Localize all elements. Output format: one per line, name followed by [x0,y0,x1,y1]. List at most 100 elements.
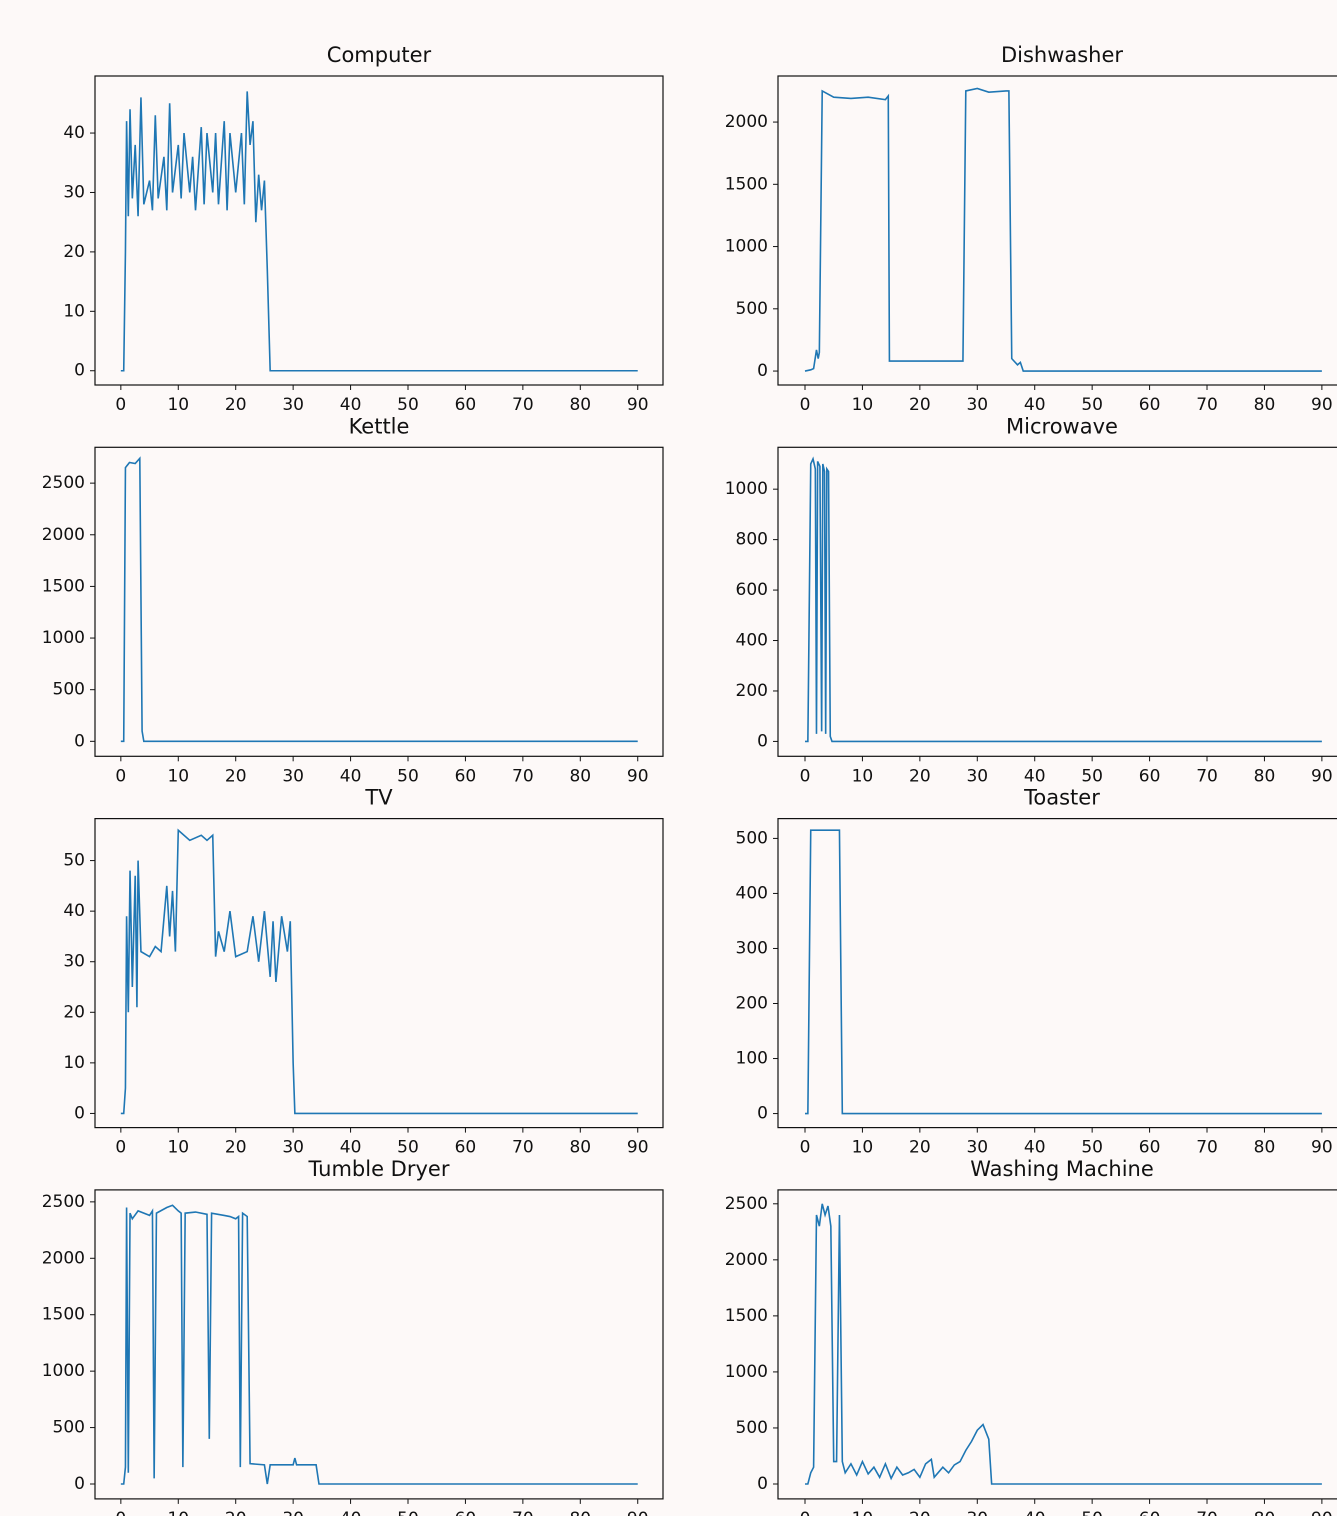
data-line [804,456,1322,743]
data-line [120,91,638,372]
x-tick-label: 80 [569,1509,591,1516]
x-tick-label: 20 [225,1138,247,1158]
x-tick-label: 0 [800,1138,811,1158]
x-tick-label: 60 [455,395,477,415]
y-tick-label: 2000 [725,112,768,132]
axes-frame [94,75,664,386]
plot-area [778,1189,1337,1499]
axes-frame [94,446,664,757]
x-tick-label: 80 [569,766,591,786]
y-tick-label: 0 [757,1104,768,1124]
plot-area [95,818,663,1128]
plot-area [95,1189,663,1499]
x-tick-label: 10 [852,1138,874,1158]
subplot: Microwave 0 200 400 600 800 1000 0 10 20 30 40 50 60 7… [725,414,1337,786]
x-tick-label: 60 [1139,1138,1161,1158]
y-tick-label: 2000 [42,1248,85,1268]
y-tick-label: 30 [63,952,85,972]
x-tick-label: 40 [1024,1138,1046,1158]
y-tick-label: 0 [74,361,85,381]
x-tick-label: 90 [627,766,649,786]
y-tick-label: 200 [736,994,768,1014]
x-tick-label: 60 [455,1509,477,1516]
x-tick-label: 20 [909,766,931,786]
x-tick-label: 20 [225,1509,247,1516]
y-tick-label: 200 [736,681,768,701]
x-tick-label: 30 [966,766,988,786]
y-tick-label: 1000 [725,1362,768,1382]
x-tick-label: 10 [852,1509,874,1516]
x-tick-label: 70 [1196,1509,1218,1516]
axes-frame [777,75,1337,386]
x-tick-label: 90 [1311,766,1333,786]
x-tick-label: 20 [225,766,247,786]
plot-area [778,447,1337,757]
x-tick-label: 70 [512,1509,534,1516]
y-tick-label: 0 [757,361,768,381]
x-tick-label: 40 [1024,1509,1046,1516]
x-tick-label: 90 [627,1509,649,1516]
y-tick-label: 50 [63,851,85,871]
x-tick-label: 30 [282,1509,304,1516]
y-tick-label: 1500 [725,174,768,194]
x-tick-label: 60 [1139,395,1161,415]
y-tick-label: 500 [53,1418,85,1438]
y-tick-label: 500 [736,299,768,319]
x-tick-label: 50 [1081,1509,1103,1516]
y-tick-label: 0 [74,1474,85,1494]
x-tick-label: 10 [852,395,874,415]
subplot-title: Dishwasher [1001,43,1123,67]
data-line [804,87,1322,372]
x-tick-label: 10 [167,395,189,415]
plot-area [778,818,1337,1128]
x-tick-label: 50 [397,1138,419,1158]
y-tick-label: 20 [63,242,85,262]
y-tick-label: 1000 [42,1361,85,1381]
x-tick-label: 10 [852,766,874,786]
x-tick-label: 30 [282,1138,304,1158]
x-tick-label: 70 [512,395,534,415]
y-tick-label: 500 [53,680,85,700]
subplot: Tumble Dryer 0 500 1000 1500 2000 2500 0 10 20 30 4… [42,1157,664,1516]
subplot: TV 0 10 20 30 40 50 0 10 20 30 40 50 60 70 80 90 [63,786,664,1158]
y-tick-label: 300 [736,938,768,958]
x-tick-label: 0 [115,1138,126,1158]
x-tick-label: 40 [340,395,362,415]
x-tick-label: 30 [282,395,304,415]
y-tick-label: 400 [736,631,768,651]
x-tick-label: 50 [397,1509,419,1516]
y-tick-label: 2500 [42,1192,85,1212]
subplot-title: TV [364,786,393,810]
y-tick-label: 1500 [42,576,85,596]
y-tick-label: 2500 [42,473,85,493]
y-tick-label: 0 [757,731,768,751]
y-tick-label: 0 [74,1103,85,1123]
x-tick-label: 40 [1024,766,1046,786]
axes-frame [777,817,1337,1129]
x-tick-label: 70 [512,766,534,786]
x-tick-label: 10 [167,766,189,786]
x-tick-label: 50 [1081,395,1103,415]
x-tick-label: 80 [1254,1138,1276,1158]
y-tick-label: 1000 [725,479,768,499]
x-tick-label: 90 [1311,395,1333,415]
plot-area [95,447,663,757]
y-tick-label: 400 [736,883,768,903]
y-tick-label: 20 [63,1002,85,1022]
x-tick-label: 50 [1081,766,1103,786]
x-tick-label: 90 [627,1138,649,1158]
x-tick-label: 0 [115,1509,126,1516]
y-tick-label: 10 [63,1053,85,1073]
data-line [804,829,1322,1115]
y-tick-label: 2000 [42,525,85,545]
x-tick-label: 80 [1254,766,1276,786]
y-tick-label: 40 [63,123,85,143]
axes-frame [94,1189,664,1500]
subplot: Computer 0 10 20 30 40 0 10 20 30 40 50 60 70 80 90 [63,43,664,415]
x-tick-label: 40 [1024,395,1046,415]
x-tick-label: 70 [512,1138,534,1158]
y-tick-label: 1500 [42,1305,85,1325]
x-tick-label: 90 [1311,1509,1333,1516]
axes-frame [94,817,664,1129]
